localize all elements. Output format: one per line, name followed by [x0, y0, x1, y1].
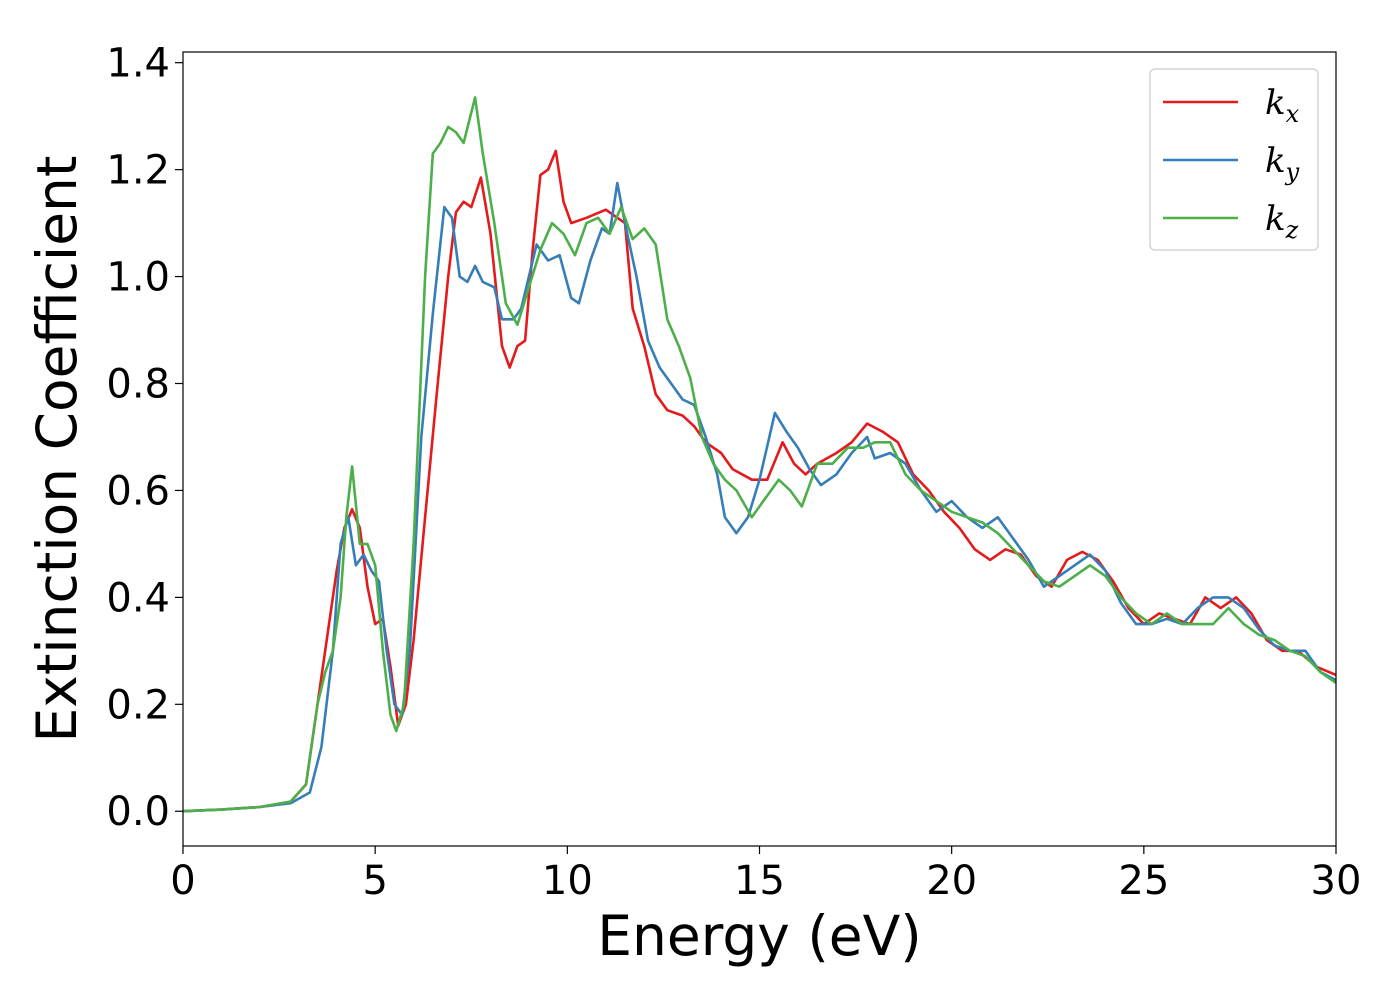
- y-tick-label: 0.4: [106, 575, 170, 621]
- x-tick-label: 5: [362, 858, 387, 904]
- x-tick-label: 30: [1311, 858, 1362, 904]
- y-axis: 0.0 0.2 0.4 0.6 0.8 1.0 1.2 1.4: [106, 41, 183, 835]
- x-axis: 0 5 10 15 20 25 30: [170, 846, 1361, 904]
- x-axis-title: Energy (eV): [597, 904, 921, 968]
- y-tick-label: 0.8: [106, 362, 170, 408]
- series-lines: [182, 96, 1337, 813]
- x-tick-label: 20: [926, 858, 977, 904]
- y-tick-label: 0.2: [106, 682, 170, 728]
- x-tick-label: 10: [542, 858, 593, 904]
- y-tick-label: 1.0: [106, 255, 170, 301]
- y-tick-label: 1.2: [106, 148, 170, 194]
- x-tick-label: 25: [1118, 858, 1169, 904]
- y-axis-title: Extinction Coefficient: [25, 156, 89, 743]
- x-tick-label: 0: [170, 858, 195, 904]
- x-tick-label: 15: [734, 858, 785, 904]
- y-tick-label: 0.0: [106, 789, 170, 835]
- series-line-k-z: [182, 96, 1337, 813]
- y-tick-label: 1.4: [106, 41, 170, 87]
- y-tick-label: 0.6: [106, 468, 170, 514]
